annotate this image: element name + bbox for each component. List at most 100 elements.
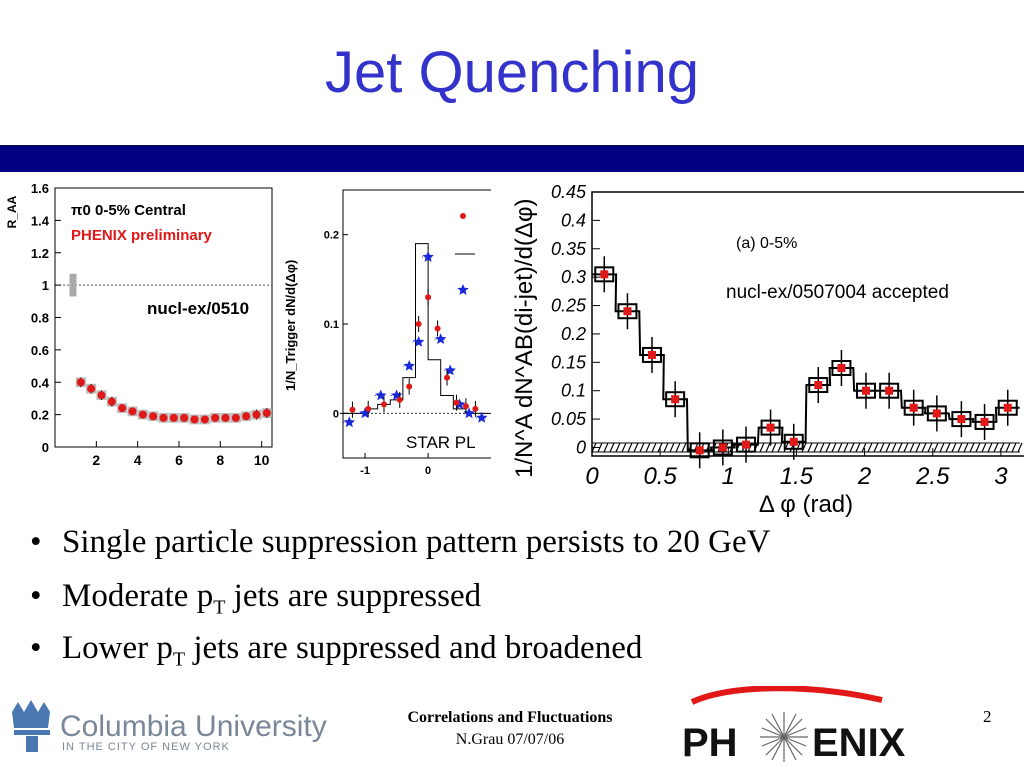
data-point-star	[359, 407, 371, 419]
zero-band-hatch	[927, 442, 933, 453]
data-point	[434, 325, 441, 332]
zero-band-hatch	[807, 442, 813, 453]
footer-author-date: N.Grau 07/07/06	[455, 731, 565, 748]
data-point	[200, 415, 209, 424]
y-tick-label: 0.2	[31, 408, 49, 423]
zero-band-hatch	[891, 442, 897, 453]
data-point	[742, 440, 751, 449]
zero-band-hatch	[801, 442, 807, 453]
bullet-text: jets are suppressed	[225, 578, 482, 614]
data-point	[128, 407, 137, 416]
zero-band-hatch	[849, 442, 855, 453]
y-tick-label: 0.4	[31, 375, 50, 390]
y-tick-label: 0.45	[551, 182, 587, 202]
y-tick-label: 0.1	[561, 381, 586, 401]
error-box	[879, 382, 900, 399]
data-point	[349, 406, 356, 413]
zero-band-hatch	[873, 442, 879, 453]
data-point-star	[463, 407, 475, 419]
x-tick-label: 1	[722, 463, 735, 490]
y-tick-label: 0	[576, 437, 586, 457]
zero-band-hatch	[663, 442, 669, 453]
error-box	[617, 303, 638, 320]
bullet-text: Lower p	[62, 630, 173, 666]
data-point-star	[403, 360, 415, 371]
data-point	[107, 397, 116, 406]
bullet-item: • Single particle suppression pattern per…	[30, 524, 771, 560]
y-tick-label: 0.2	[561, 324, 586, 344]
y-tick-label: 0.2	[324, 230, 339, 242]
bullet-text: Moderate p	[62, 578, 214, 614]
title-underline-band	[0, 145, 1024, 172]
phenix-logo: PH ENIX	[672, 685, 912, 765]
y-tick-label: 0.25	[551, 296, 587, 316]
data-point	[76, 378, 85, 387]
data-point	[380, 401, 387, 408]
data-point	[252, 410, 261, 419]
annotation-label: nucl-ex/0507004 accepted	[726, 282, 949, 303]
y-tick-label: 0.4	[561, 210, 586, 230]
data-point	[169, 413, 178, 422]
data-point	[623, 307, 632, 316]
data-point	[97, 391, 106, 400]
zero-band-hatch	[681, 442, 687, 453]
y-tick-label: 0.05	[551, 409, 587, 429]
data-point	[87, 384, 96, 393]
y-tick-label: 0.8	[31, 311, 49, 326]
zero-band-hatch	[771, 442, 777, 453]
data-point	[789, 437, 798, 446]
data-point	[396, 396, 403, 403]
zero-band-hatch	[615, 442, 621, 453]
zero-band-hatch	[993, 442, 999, 453]
zero-band-hatch	[897, 442, 903, 453]
x-tick-label: 8	[216, 452, 224, 468]
y-tick-label: 0.6	[31, 343, 49, 358]
page-number: 2	[983, 707, 992, 726]
data-point	[885, 386, 894, 395]
error-box	[760, 419, 781, 436]
zero-band-hatch	[633, 442, 639, 453]
zero-band-hatch	[885, 442, 891, 453]
x-tick-label: 2.5	[915, 463, 950, 490]
zero-band-hatch	[645, 442, 651, 453]
error-box	[689, 442, 710, 459]
zero-band-hatch	[963, 442, 969, 453]
data-point	[262, 409, 271, 418]
y-tick-label: 0	[333, 408, 339, 420]
data-point-star	[343, 416, 355, 428]
data-point	[221, 413, 230, 422]
y-tick-label: 1	[42, 278, 49, 293]
data-point	[472, 405, 479, 412]
zero-band-hatch	[831, 442, 837, 453]
zero-band-hatch	[909, 442, 915, 453]
legend-marker-circle	[460, 213, 466, 219]
error-box	[926, 405, 947, 422]
error-box	[641, 346, 662, 363]
data-point	[766, 423, 775, 432]
data-point	[444, 374, 451, 381]
x-tick-label: 2	[92, 452, 100, 468]
zero-band-hatch	[813, 442, 819, 453]
bullet-item: • Lower pT jets are suppressed and broade…	[30, 630, 643, 671]
y-tick-label: 0.35	[551, 239, 587, 259]
columbia-university-logo: Columbia University IN THE CITY OF NEW Y…	[6, 698, 356, 758]
zero-band-hatch	[639, 442, 645, 453]
error-box	[903, 399, 924, 416]
y-tick-label: 0.3	[561, 267, 586, 287]
data-point	[600, 270, 609, 279]
data-point	[180, 413, 189, 422]
phenix-bird-icon: PH ENIX	[682, 685, 906, 765]
raa-plot: 0 0.2 0.4 0.6 0.8 1 1.2 1.4 1.6 2 4 6 8 10 R_AA π0 0-5%…	[0, 182, 276, 472]
plot-frame	[591, 191, 1024, 457]
dijet-plot: 0 0.05 0.1 0.15 0.2 0.25 0.3 0.35 0.4 0.45 0 0.5 1 1.…	[496, 178, 1024, 518]
error-box	[974, 413, 995, 430]
columbia-tagline-text: IN THE CITY OF NEW YORK	[62, 741, 230, 753]
zero-band-hatch	[651, 442, 657, 453]
error-box	[665, 391, 686, 408]
y-tick-label: 1.4	[31, 213, 50, 228]
zero-band-hatch	[669, 442, 675, 453]
zero-band-hatch	[675, 442, 681, 453]
y-tick-label: 1.2	[31, 246, 49, 261]
y-tick-label: 0.15	[551, 352, 587, 372]
x-tick-label: 0	[425, 465, 431, 477]
